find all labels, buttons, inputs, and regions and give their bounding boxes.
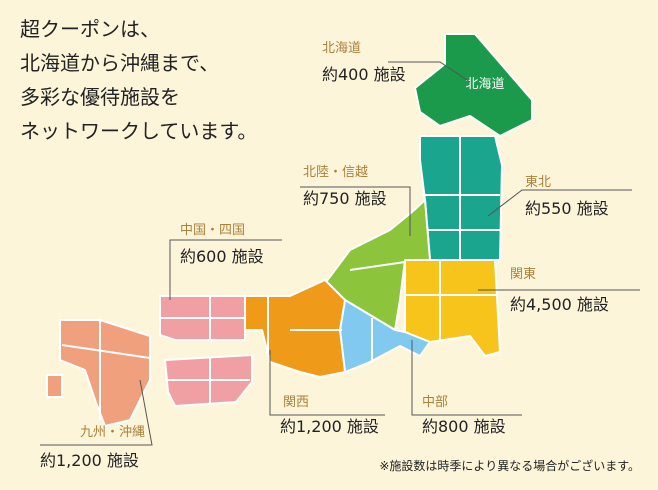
facility-count: 約1,200 施設 [40,451,139,470]
footnote: ※施設数は時季により異なる場合がございます。 [379,458,640,473]
facility-count: 約4,500 施設 [510,295,609,314]
leader-line [411,340,522,416]
facility-count: 約800 施設 [422,417,506,436]
leader-line [169,239,282,300]
region-name: 東北 [525,174,551,190]
facility-count: 約400 施設 [322,65,406,84]
region-name: 九州・沖縄 [80,425,145,440]
okinawa [46,374,63,398]
leader-line [40,379,153,446]
leader-line [300,186,411,236]
border [349,261,406,271]
facility-count: 約550 施設 [525,199,609,218]
facility-count: 約600 施設 [180,247,264,266]
region-name: 北海道 [322,41,361,56]
heading: 超クーポンは、 北海道から沖縄まで、 多彩な優待施設を ネットワークしています。 [20,17,257,143]
kyushu [59,319,151,427]
kansai [244,279,346,378]
heading-line: 超クーポンは、 [20,17,160,41]
leader-line [388,61,471,83]
region-name: 関西 [283,395,309,410]
heading-line: 多彩な優待施設を [20,85,180,109]
region-name: 関東 [510,266,536,282]
hokkaido [414,33,533,137]
leader-line [487,189,632,217]
border [61,344,151,359]
region-name: 中国・四国 [180,223,245,238]
heading-line: ネットワークしています。 [20,119,257,143]
facility-count: 約750 施設 [303,189,387,208]
region-name: 北陸・信越 [303,164,368,180]
region-name: 中部 [422,395,448,410]
leader-lines [40,61,640,446]
japan-map: 北海道 [46,33,533,427]
leader-line [269,350,385,416]
heading-line: 北海道から沖縄まで、 [20,51,219,75]
map-label: 北海道 [465,77,504,92]
facility-count: 約1,200 施設 [280,417,379,436]
